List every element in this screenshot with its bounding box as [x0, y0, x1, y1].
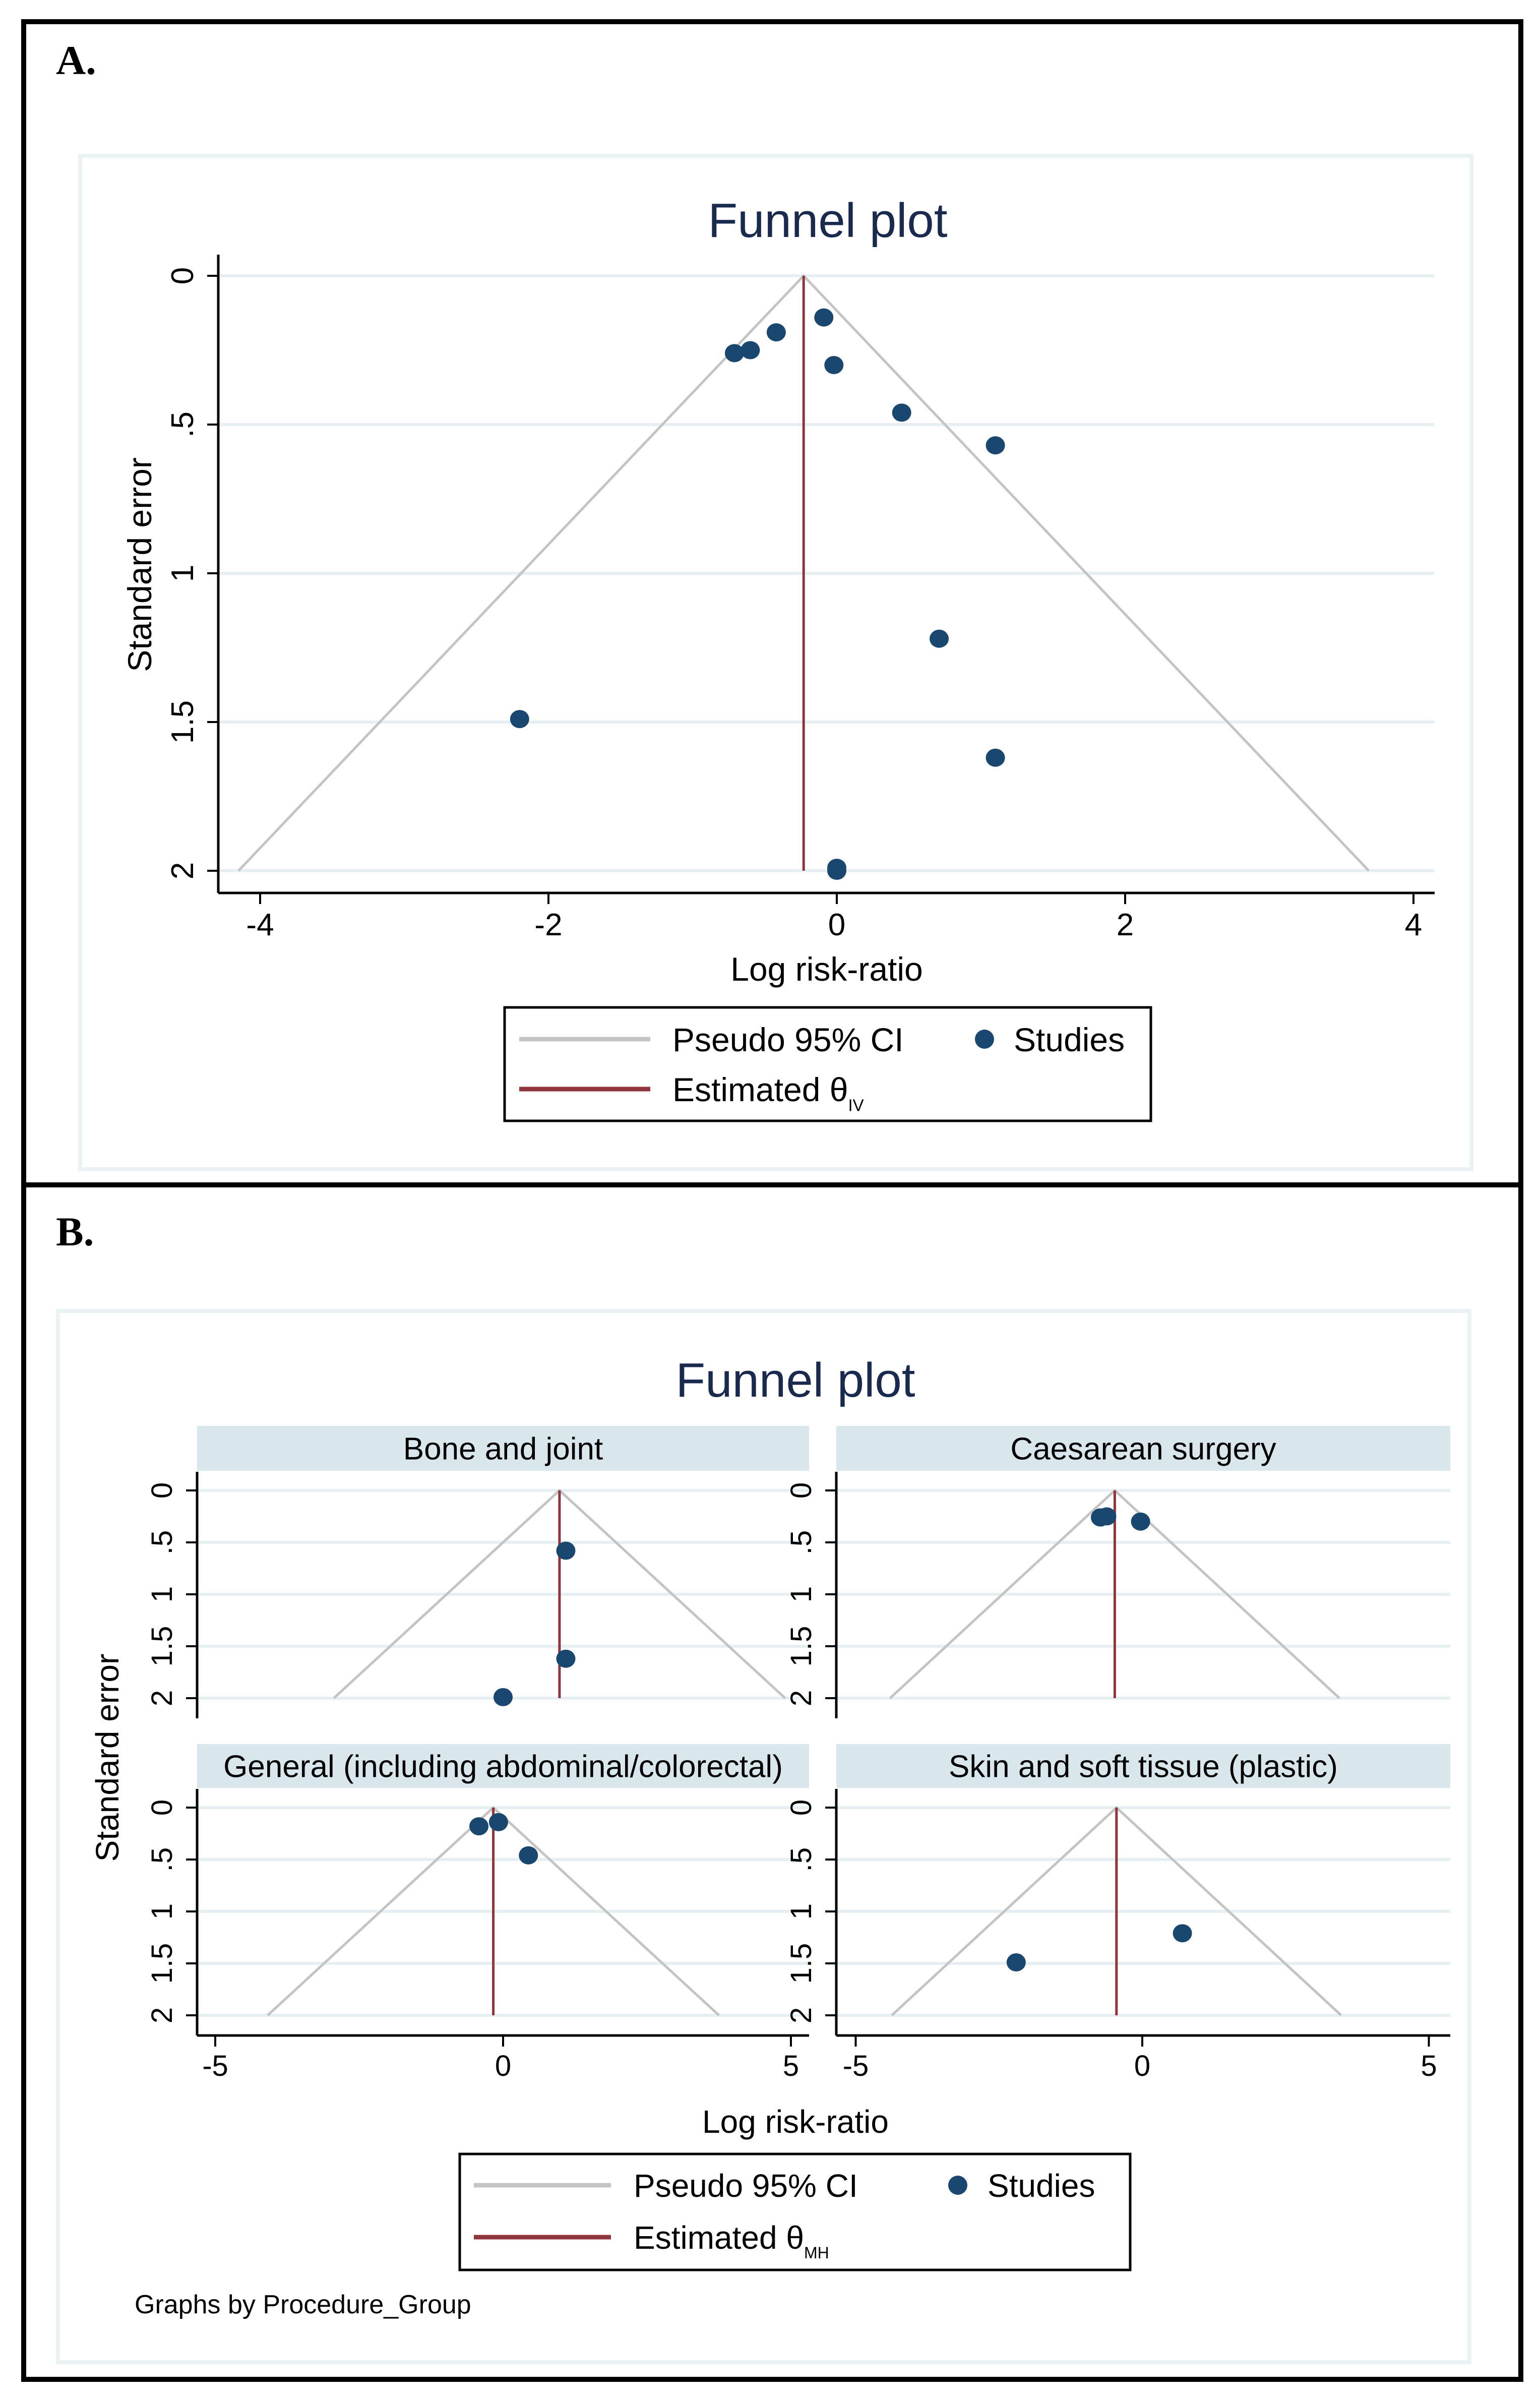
study-point — [741, 341, 760, 359]
legend-studies-label: Studies — [1014, 1021, 1125, 1058]
legend-estimate-label: Estimated θIV — [672, 1071, 864, 1115]
legend-studies-label: Studies — [988, 2168, 1095, 2204]
x-tick-label: 4 — [1405, 908, 1422, 942]
x-tick-label: -4 — [246, 908, 274, 942]
study-point — [766, 323, 786, 342]
facet-bone-and-joint: Bone and joint 0 .5 1 1.5 2 — [146, 1426, 809, 1718]
y-tick-label: 0 — [785, 1800, 818, 1816]
facet-strip — [836, 1744, 1450, 1788]
study-point — [1173, 1924, 1192, 1943]
legend-ci-label: Pseudo 95% CI — [634, 2168, 858, 2204]
y-tick-label: 1 — [785, 1586, 818, 1602]
study-point — [1097, 1507, 1117, 1526]
y-tick-label: 1.5 — [146, 1626, 178, 1667]
panel-a-label: A. — [56, 37, 96, 83]
legend-estimate-text: Estimated θ — [672, 1071, 848, 1108]
study-point — [985, 748, 1005, 767]
legend-estimate-text: Estimated θ — [634, 2220, 804, 2256]
facet-general-including-abdominal-colorectal: General (including abdominal/colorectal)… — [146, 1744, 809, 2082]
figure-frame — [21, 19, 1523, 2382]
legend-ci-label: Pseudo 95% CI — [672, 1021, 904, 1058]
study-point — [556, 1541, 576, 1560]
study-point — [519, 1846, 538, 1865]
study-point — [556, 1649, 576, 1668]
x-tick-label: 0 — [1134, 2050, 1150, 2082]
y-tick-label: 0 — [146, 1800, 178, 1816]
legend-box — [458, 2152, 1132, 2271]
facet-note: Graphs by Procedure_Group — [135, 2290, 471, 2319]
y-tick-label: 0 — [165, 267, 200, 284]
x-tick-label: -5 — [843, 2050, 869, 2082]
y-tick-label: 2 — [785, 2007, 818, 2023]
study-point — [892, 403, 911, 422]
y-tick-label: .5 — [146, 1530, 178, 1554]
y-tick-label: 1 — [165, 565, 200, 582]
study-point — [814, 308, 834, 327]
facet-title: General (including abdominal/colorectal) — [223, 1750, 783, 1784]
legend-estimate-subscript: IV — [848, 1096, 864, 1115]
legend-estimate-label: Estimated θMH — [634, 2220, 829, 2262]
x-tick-label: 5 — [783, 2050, 799, 2082]
y-axis-label: Standard error — [121, 457, 158, 672]
facet-title: Skin and soft tissue (plastic) — [949, 1750, 1338, 1784]
study-point — [510, 710, 529, 729]
legend-studies-marker — [975, 1030, 994, 1049]
y-tick-label: .5 — [146, 1847, 178, 1872]
study-point — [469, 1817, 489, 1836]
study-point — [824, 356, 844, 374]
x-tick-label: 0 — [495, 2050, 511, 2082]
x-tick-label: 0 — [828, 908, 845, 942]
study-point — [724, 344, 744, 363]
y-tick-label: 1.5 — [165, 700, 200, 744]
chart-title: Funnel plot — [708, 194, 948, 248]
x-tick-label: -2 — [534, 908, 562, 942]
facet-title: Bone and joint — [403, 1432, 603, 1467]
x-axis-label: Log risk-ratio — [702, 2104, 889, 2140]
study-point — [930, 629, 949, 648]
facet-strip — [197, 1426, 809, 1471]
panel-a-chart: Funnel plot 0 .5 1 1.5 2 -4 -2 0 2 4 Log risk-ratio… — [121, 194, 1435, 1122]
y-tick-label: 1.5 — [785, 1943, 818, 1984]
facet-title: Caesarean surgery — [1010, 1432, 1276, 1467]
y-tick-label: 2 — [165, 862, 200, 879]
facet-caesarean-surgery: Caesarean surgery 0 .5 1 1.5 2 — [785, 1426, 1450, 1718]
y-tick-label: 0 — [785, 1482, 818, 1499]
study-point — [488, 1813, 508, 1831]
chart-title: Funnel plot — [676, 1353, 915, 1407]
panel-b-label: B. — [56, 1209, 94, 1254]
y-tick-label: 1.5 — [146, 1943, 178, 1984]
x-tick-label: 5 — [1421, 2050, 1437, 2082]
y-tick-label: .5 — [785, 1530, 818, 1554]
legend-estimate-subscript: MH — [804, 2244, 829, 2262]
y-tick-label: 1 — [146, 1586, 178, 1602]
facet-strip — [197, 1744, 809, 1788]
y-tick-label: 2 — [785, 1690, 818, 1706]
y-tick-label: .5 — [165, 411, 200, 438]
y-tick-label: 2 — [146, 2007, 178, 2023]
y-tick-label: 2 — [146, 1690, 178, 1706]
y-tick-label: 1.5 — [785, 1626, 818, 1667]
y-tick-label: .5 — [785, 1847, 818, 1872]
facet-skin-and-soft-tissue-plastic: Skin and soft tissue (plastic) 0 .5 1 1.5 2 -5… — [785, 1744, 1450, 2082]
x-tick-label: -5 — [202, 2050, 228, 2082]
study-point — [494, 1688, 513, 1706]
x-tick-label: 2 — [1117, 908, 1134, 942]
y-axis-label: Standard error — [89, 1654, 126, 1862]
legend-studies-marker — [948, 2176, 967, 2195]
legend-box — [503, 1006, 1152, 1122]
study-point — [827, 862, 846, 880]
study-point — [985, 436, 1005, 455]
y-tick-label: 0 — [146, 1482, 178, 1499]
y-tick-label: 1 — [146, 1903, 178, 1920]
facet-strip — [836, 1426, 1450, 1471]
study-point — [1006, 1953, 1026, 1971]
x-axis-label: Log risk-ratio — [730, 950, 922, 988]
y-tick-label: 1 — [785, 1903, 818, 1920]
study-point — [1131, 1512, 1150, 1531]
